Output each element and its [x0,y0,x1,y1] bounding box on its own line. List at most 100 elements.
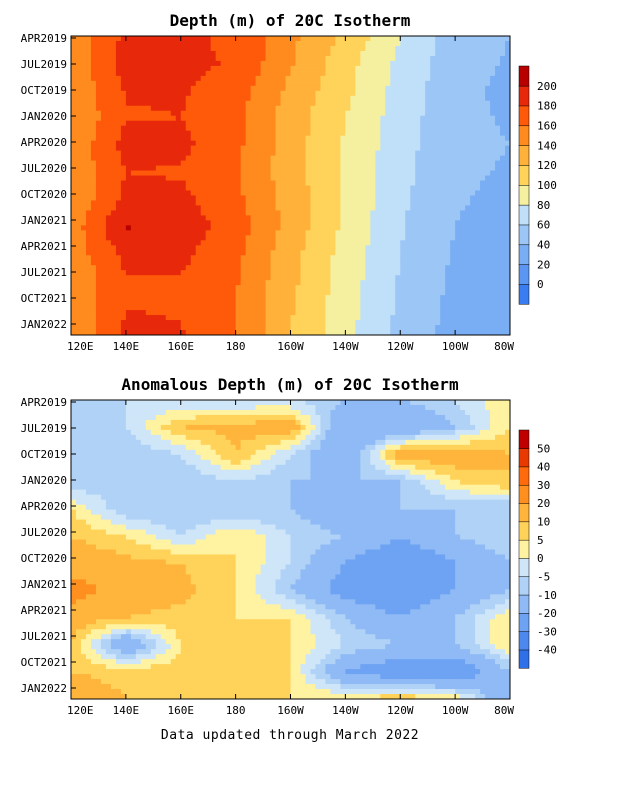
depth-cell [275,295,282,301]
depth-cell [155,275,162,281]
depth-cell [175,75,182,82]
depth-cell [145,50,152,57]
depth-cell [495,60,501,67]
depth-cell [300,150,307,157]
depth-cell [355,255,361,261]
depth-cell [410,55,416,62]
depth-cell [210,300,217,306]
depth-cell [480,80,486,87]
depth-cell [480,300,486,306]
depth-cell [275,70,282,77]
depth-cell [71,110,77,117]
depth-cell [420,145,426,152]
depth-cell [135,280,142,286]
depth-cell [495,190,501,197]
depth-cell [85,290,92,296]
depth-cell [255,160,262,167]
depth-cell [205,220,212,226]
depth-cell [470,110,476,117]
depth-cell [470,115,476,122]
depth-cell [210,150,217,157]
depth-cell [335,265,341,271]
depth-cell [375,140,381,147]
depth-cell [440,75,446,82]
depth-cell [295,265,302,271]
depth-cell [125,265,132,271]
depth-cell [130,205,137,212]
depth-cell [225,215,232,221]
depth-cell [175,290,182,296]
depth-cell [195,200,202,207]
depth-cell [235,75,242,82]
depth-cell [245,105,252,112]
depth-cell [95,225,102,231]
depth-cell [485,190,491,197]
depth-cell [115,150,122,157]
depth-cell [140,110,147,117]
depth-cell [380,100,386,107]
depth-cell [175,100,182,107]
depth-cell [440,270,446,276]
depth-cell [215,36,222,42]
depth-cell [235,115,242,122]
depth-cell [255,165,262,172]
depth-cell [220,255,227,261]
depth-cell [375,170,381,177]
depth-cell [490,125,496,132]
depth-cell [195,265,202,271]
depth-cell [280,235,287,241]
depth-cell [415,245,421,251]
depth-cell [215,280,222,286]
depth-cell [155,75,162,82]
depth-cell [360,275,366,281]
depth-cell [395,290,401,296]
depth-cell [215,200,222,207]
depth-cell [360,250,366,256]
depth-cell [395,200,401,207]
depth-cell [320,205,327,212]
depth-cell [140,65,147,72]
depth-cell [85,115,92,122]
depth-cell [305,210,312,216]
depth-cell [130,170,137,177]
depth-cell [385,170,391,177]
depth-cell [365,185,371,192]
depth-cell [335,255,341,261]
depth-cell [71,315,77,321]
depth-cell [135,85,142,92]
depth-cell [400,85,406,92]
depth-cell [355,100,361,107]
depth-cell [325,300,332,306]
depth-cell [375,265,381,271]
depth-cell [340,175,346,182]
depth-cell [285,225,292,231]
depth-cell [340,260,346,266]
depth-cell [365,225,371,231]
depth-cell [205,85,212,92]
depth-cell [375,165,381,172]
depth-cell [300,105,307,112]
depth-cell [400,90,406,97]
depth-cell [420,40,426,47]
depth-cell [335,180,341,187]
depth-cell [75,220,82,226]
depth-cell [500,270,506,276]
depth-cell [485,255,491,261]
depth-cell [425,220,431,226]
depth-cell [115,40,122,47]
depth-cell [220,305,227,311]
depth-cell [260,85,267,92]
depth-cell [360,180,366,187]
depth-cell [335,60,341,67]
depth-cell [480,65,486,72]
depth-cell [195,245,202,251]
depth-cell [495,275,501,281]
depth-cell [265,315,272,321]
depth-cell [410,215,416,221]
depth-cell [80,305,87,311]
depth-cell [160,190,167,197]
depth-cell [455,285,461,291]
depth-cell [260,120,267,127]
depth-cell [140,220,147,226]
depth-cell [90,130,97,137]
